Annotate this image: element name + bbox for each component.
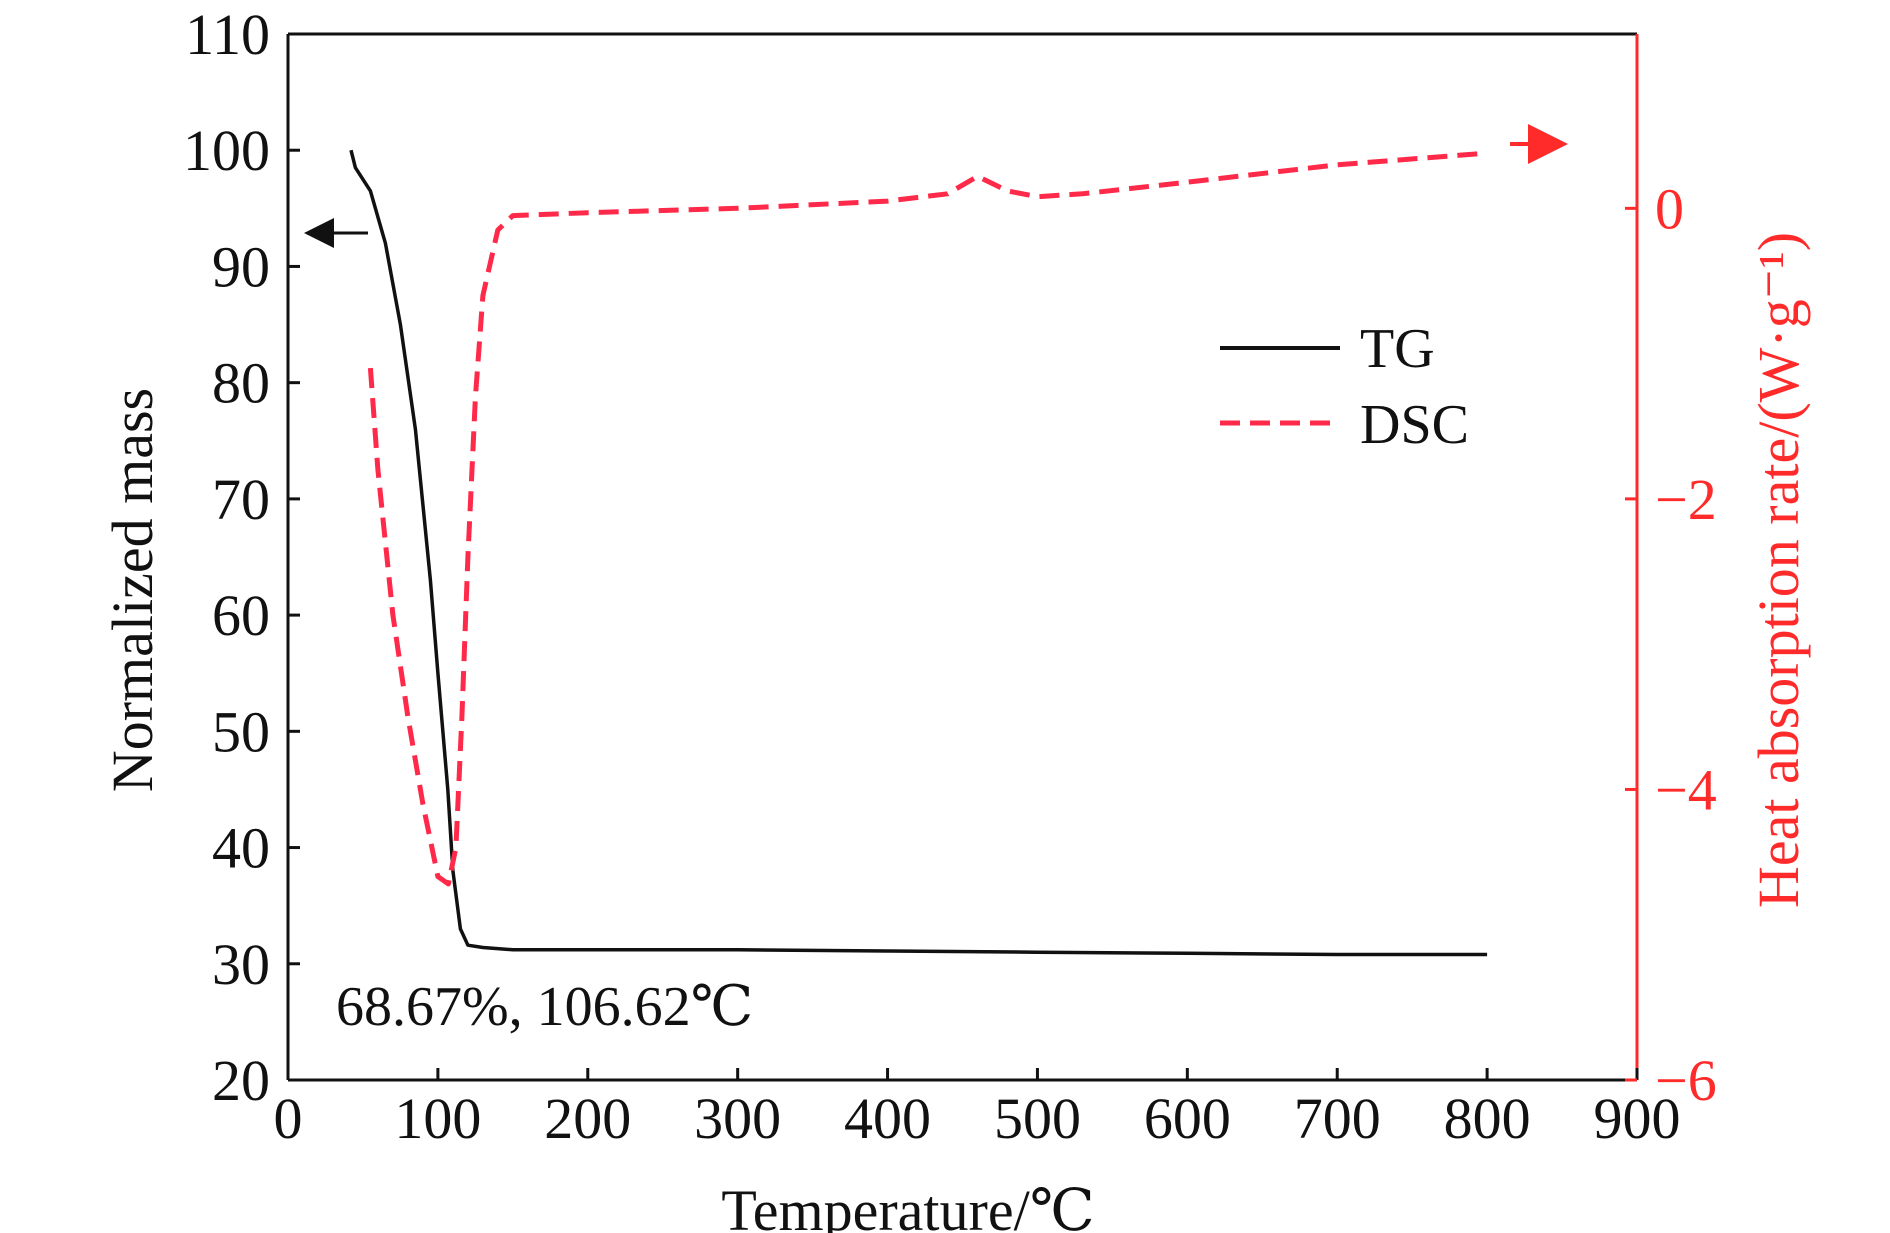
x-tick-label: 500 (994, 1086, 1081, 1151)
y-right-tick-label: −6 (1655, 1048, 1717, 1113)
y-left-tick-label: 70 (212, 467, 270, 532)
x-axis-title: Temperature/℃ (721, 1178, 1094, 1233)
legend-tg-label: TG (1360, 318, 1435, 380)
x-tick-label: 0 (274, 1086, 303, 1151)
peak-annotation: 68.67%, 106.62℃ (336, 976, 753, 1038)
y-left-tick-label: 20 (212, 1048, 270, 1113)
y-left-axis-title: Normalized mass (100, 388, 165, 792)
y-left-tick-label: 30 (212, 932, 270, 997)
y-left-tick-label: 90 (212, 234, 270, 299)
y-left-tick-label: 60 (212, 583, 270, 648)
y-right-axis-title: Heat absorption rate/(W·g⁻¹) (1746, 232, 1811, 908)
y-right-tick-label: 0 (1655, 176, 1684, 241)
x-tick-label: 100 (394, 1086, 481, 1151)
y-left-tick-label: 50 (212, 699, 270, 764)
legend-dsc-label: DSC (1360, 394, 1469, 456)
y-left-tick-label: 80 (212, 351, 270, 416)
dsc-series-line (367, 150, 1488, 887)
legend: TG DSC (1220, 318, 1469, 456)
x-tick-label: 300 (694, 1086, 781, 1151)
y-left-tick-label: 110 (185, 2, 270, 67)
x-tick-label: 900 (1594, 1086, 1681, 1151)
tg-series-line (349, 149, 1488, 957)
x-tick-label: 200 (544, 1086, 631, 1151)
y-right-tick-label: −4 (1655, 757, 1717, 822)
x-tick-label: 600 (1144, 1086, 1231, 1151)
x-tick-label: 400 (844, 1086, 931, 1151)
x-tick-label: 800 (1444, 1086, 1531, 1151)
y-left-tick-label: 40 (212, 816, 270, 881)
y-right-tick-label: −2 (1655, 467, 1717, 532)
y-left-tick-label: 100 (183, 118, 270, 183)
x-tick-label: 700 (1294, 1086, 1381, 1151)
